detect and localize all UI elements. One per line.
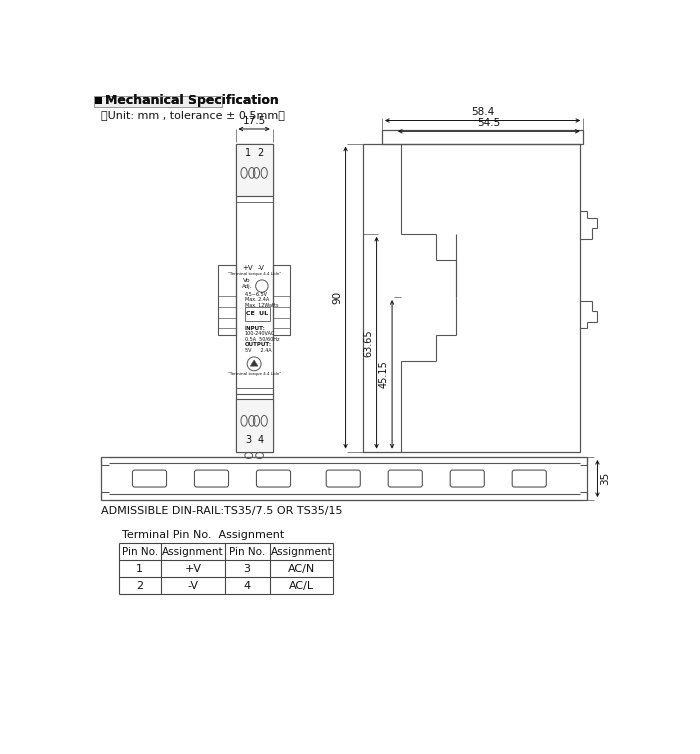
Text: 100-240VAC: 100-240VAC xyxy=(245,331,275,336)
Text: Vo: Vo xyxy=(244,278,251,284)
Text: 63.65: 63.65 xyxy=(363,329,374,357)
Text: 3: 3 xyxy=(244,564,251,574)
Bar xyxy=(218,265,235,335)
Bar xyxy=(235,400,273,452)
Text: "Terminal torque 4.4 LbIn": "Terminal torque 4.4 LbIn" xyxy=(228,372,281,375)
Text: Max. 12Watts: Max. 12Watts xyxy=(245,303,279,308)
Polygon shape xyxy=(251,360,258,366)
Text: +V: +V xyxy=(241,265,253,271)
Text: 17.5: 17.5 xyxy=(242,116,266,126)
Text: 3: 3 xyxy=(245,435,251,445)
Text: 54.5: 54.5 xyxy=(477,118,500,128)
Text: 4: 4 xyxy=(244,581,251,590)
Text: 1: 1 xyxy=(245,148,251,158)
Text: ADMISSIBLE DIN-RAIL:TS35/7.5 OR TS35/15: ADMISSIBLE DIN-RAIL:TS35/7.5 OR TS35/15 xyxy=(102,506,343,516)
Bar xyxy=(273,265,290,335)
Bar xyxy=(235,143,273,452)
Text: Adj.: Adj. xyxy=(242,284,252,290)
Text: Terminal Pin No.  Assignment: Terminal Pin No. Assignment xyxy=(122,530,285,540)
Text: （Unit: mm , tolerance ± 0.5mm）: （Unit: mm , tolerance ± 0.5mm） xyxy=(102,110,286,120)
Text: 90: 90 xyxy=(332,291,342,304)
Text: 45.15: 45.15 xyxy=(379,360,389,388)
Text: OUTPUT:: OUTPUT: xyxy=(245,342,272,347)
Text: 5V      2.4A: 5V 2.4A xyxy=(245,348,272,353)
Text: -V: -V xyxy=(258,265,265,271)
Text: AC/N: AC/N xyxy=(288,564,315,574)
Bar xyxy=(245,307,270,320)
Text: INPUT:: INPUT: xyxy=(245,326,266,331)
Bar xyxy=(235,143,273,196)
Text: 58.4: 58.4 xyxy=(471,107,494,118)
Text: CE  UL: CE UL xyxy=(246,311,268,316)
Bar xyxy=(95,97,102,103)
Text: Mechanical Specification: Mechanical Specification xyxy=(104,93,279,106)
Text: "Terminal torque 4.4 LbIn": "Terminal torque 4.4 LbIn" xyxy=(228,271,281,275)
Text: 35: 35 xyxy=(601,472,610,485)
Text: Max. 2.4A: Max. 2.4A xyxy=(245,298,269,302)
Bar xyxy=(95,97,102,103)
Text: AC/L: AC/L xyxy=(289,581,314,590)
Bar xyxy=(363,143,580,452)
Text: Pin No.: Pin No. xyxy=(229,547,265,556)
Bar xyxy=(102,457,587,500)
Text: 4: 4 xyxy=(258,435,263,445)
Text: 1: 1 xyxy=(136,564,144,574)
Text: +V: +V xyxy=(184,564,202,574)
Text: 2: 2 xyxy=(257,148,263,158)
Text: Pin No.: Pin No. xyxy=(122,547,158,556)
Bar xyxy=(382,130,583,143)
Text: 4.5~6.5V: 4.5~6.5V xyxy=(245,292,268,297)
Bar xyxy=(94,96,222,106)
Text: -V: -V xyxy=(188,581,198,590)
Text: Mechanical Specification: Mechanical Specification xyxy=(104,93,279,106)
Text: Assignment: Assignment xyxy=(271,547,332,556)
Text: Assignment: Assignment xyxy=(162,547,224,556)
Text: 0.5A  50/60Hz: 0.5A 50/60Hz xyxy=(245,337,279,342)
Text: 2: 2 xyxy=(136,581,144,590)
